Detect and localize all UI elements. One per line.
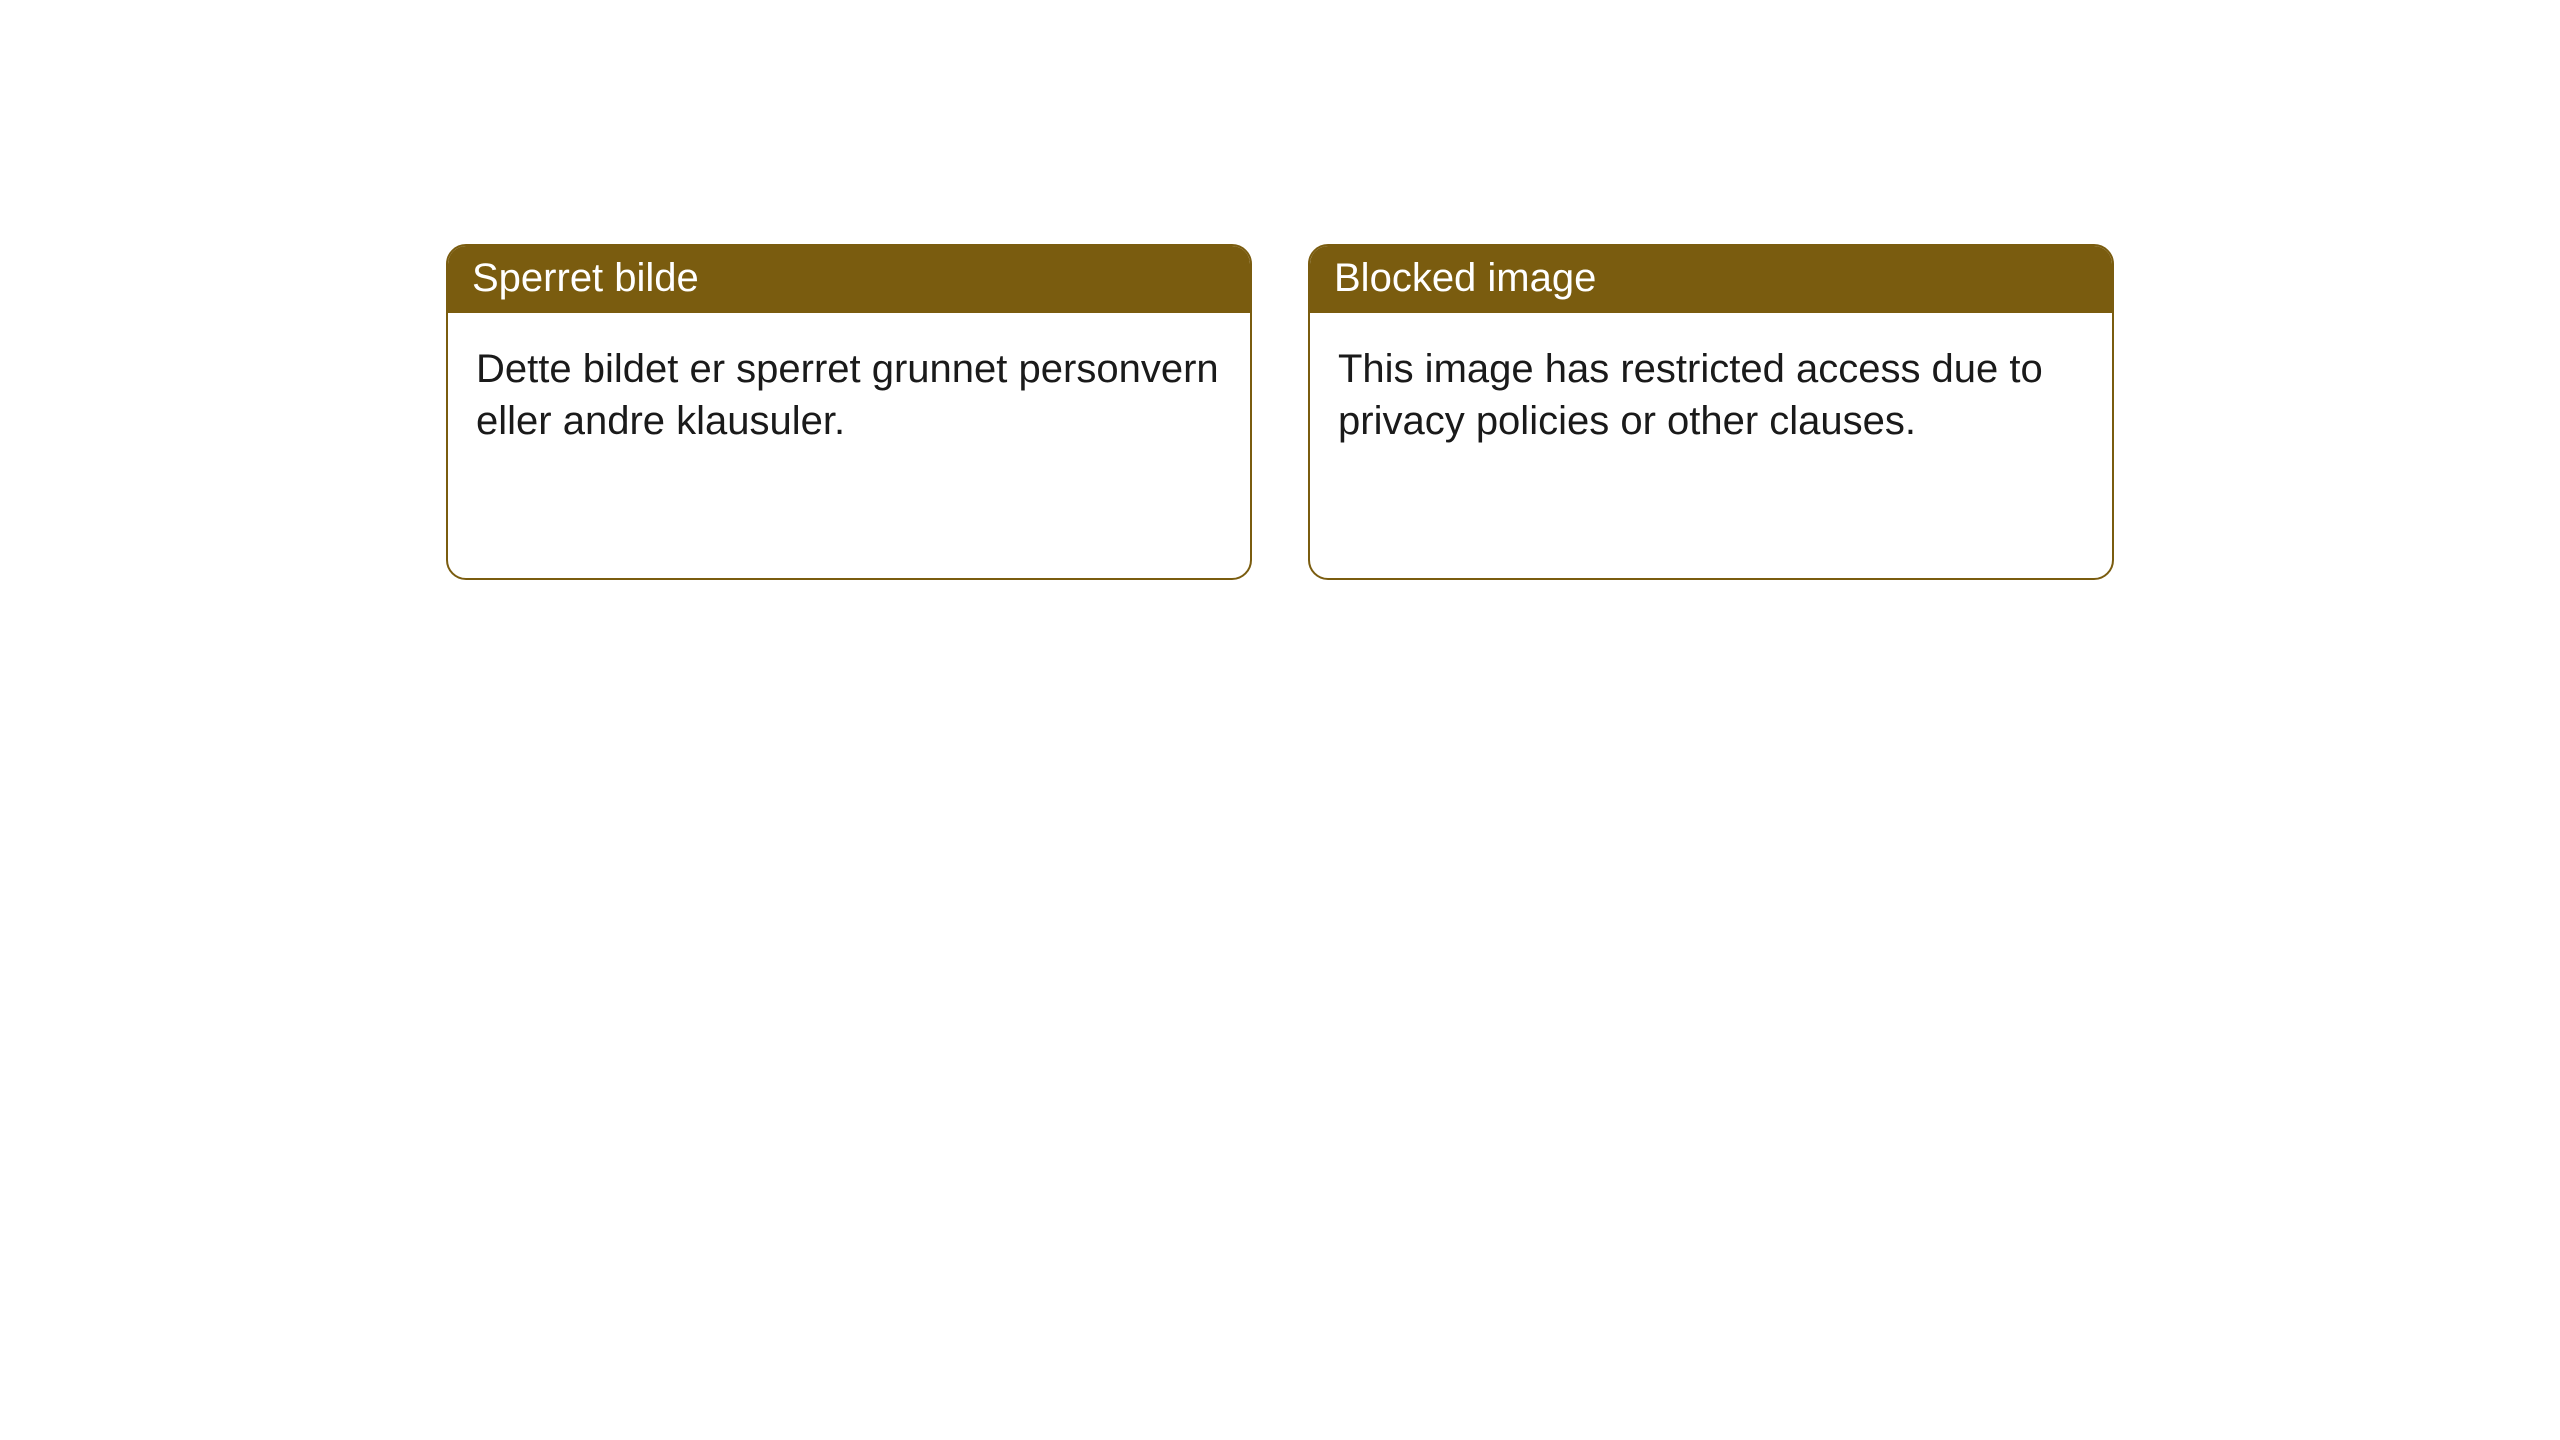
notice-card-norwegian: Sperret bilde Dette bildet er sperret gr… <box>446 244 1252 580</box>
notice-card-english: Blocked image This image has restricted … <box>1308 244 2114 580</box>
notice-container: Sperret bilde Dette bildet er sperret gr… <box>446 244 2114 580</box>
notice-body-english: This image has restricted access due to … <box>1310 313 2112 477</box>
notice-header-norwegian: Sperret bilde <box>448 246 1250 313</box>
notice-body-norwegian: Dette bildet er sperret grunnet personve… <box>448 313 1250 477</box>
notice-header-english: Blocked image <box>1310 246 2112 313</box>
